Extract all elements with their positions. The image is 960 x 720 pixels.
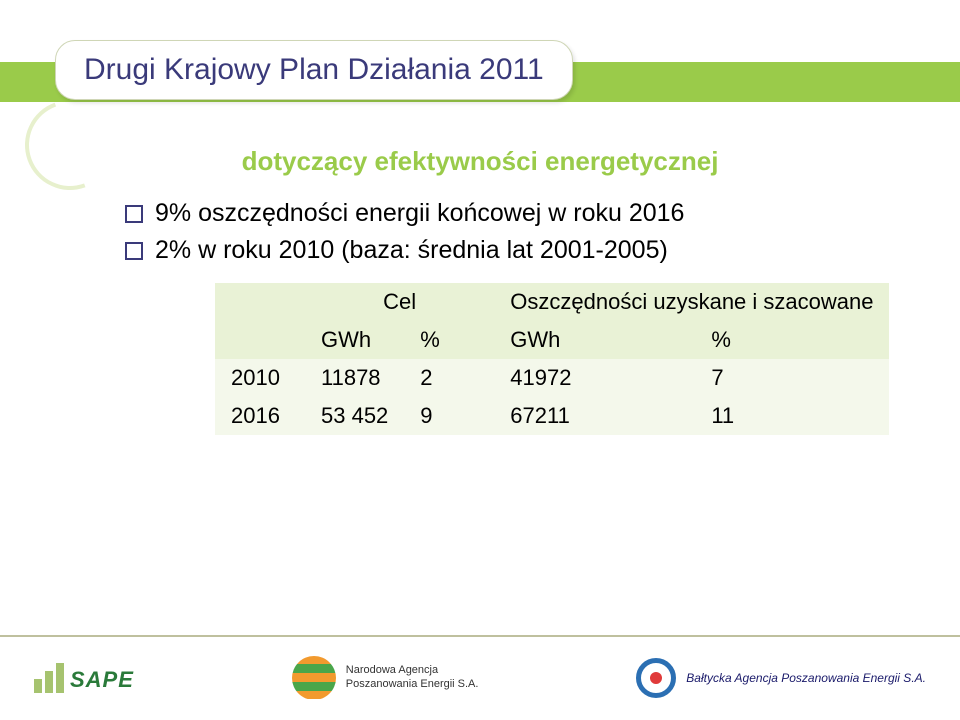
table-cell: 9 — [404, 397, 494, 435]
nape-logo: Narodowa AgencjaPoszanowania Energii S.A… — [292, 656, 479, 700]
table-row: 2016 53 452 9 67211 11 — [215, 397, 889, 435]
table-unit: % — [404, 321, 494, 359]
table-unit: GWh — [305, 321, 404, 359]
bape-label: Bałtycka Agencja Poszanowania Energii S.… — [686, 671, 926, 685]
table-year: 2010 — [215, 359, 305, 397]
table-header-oszcz: Oszczędności uzyskane i szacowane — [494, 283, 889, 321]
nape-stripes-icon — [292, 656, 336, 700]
table-cell: 53 452 — [305, 397, 404, 435]
bullet-list: 9% oszczędności energii końcowej w roku … — [125, 199, 905, 265]
table-cell: 11878 — [305, 359, 404, 397]
slide-title: Drugi Krajowy Plan Działania 2011 — [84, 53, 544, 87]
table-cell: 67211 — [494, 397, 695, 435]
slide: Drugi Krajowy Plan Działania 2011 dotycz… — [0, 0, 960, 720]
table-year: 2016 — [215, 397, 305, 435]
slide-subtitle: dotyczący efektywności energetycznej — [55, 146, 905, 177]
table-cell: 2 — [404, 359, 494, 397]
bullet-item: 2% w roku 2010 (baza: średnia lat 2001-2… — [125, 236, 905, 265]
bullet-text: 9% oszczędności energii końcowej w roku … — [155, 199, 684, 228]
footer: SAPE Narodowa AgencjaPoszanowania Energi… — [0, 635, 960, 720]
sape-text: SAPE — [70, 667, 134, 693]
table-cell: 41972 — [494, 359, 695, 397]
sape-logo: SAPE — [34, 663, 134, 693]
bullet-text: 2% w roku 2010 (baza: średnia lat 2001-2… — [155, 236, 668, 265]
corner-decor — [10, 85, 130, 205]
table-row: 2010 11878 2 41972 7 — [215, 359, 889, 397]
bullet-item: 9% oszczędności energii końcowej w roku … — [125, 199, 905, 228]
table-cell: 11 — [695, 397, 889, 435]
table-units-row: GWh % GWh % — [215, 321, 889, 359]
table-unit: % — [695, 321, 889, 359]
bullet-marker-icon — [125, 205, 143, 223]
title-wrap: Drugi Krajowy Plan Działania 2011 — [55, 40, 905, 118]
sape-bars-icon — [34, 663, 64, 693]
bape-logo: Bałtycka Agencja Poszanowania Energii S.… — [636, 658, 926, 698]
title-bubble: Drugi Krajowy Plan Działania 2011 — [55, 40, 573, 100]
table-corner — [215, 283, 305, 321]
table-cell-empty — [215, 321, 305, 359]
savings-table: Cel Oszczędności uzyskane i szacowane GW… — [215, 283, 889, 435]
bape-ring-icon — [636, 658, 676, 698]
table-unit: GWh — [494, 321, 695, 359]
table-cell: 7 — [695, 359, 889, 397]
bullet-marker-icon — [125, 242, 143, 260]
nape-label: Narodowa AgencjaPoszanowania Energii S.A… — [346, 664, 479, 690]
table-header-cel: Cel — [305, 283, 494, 321]
